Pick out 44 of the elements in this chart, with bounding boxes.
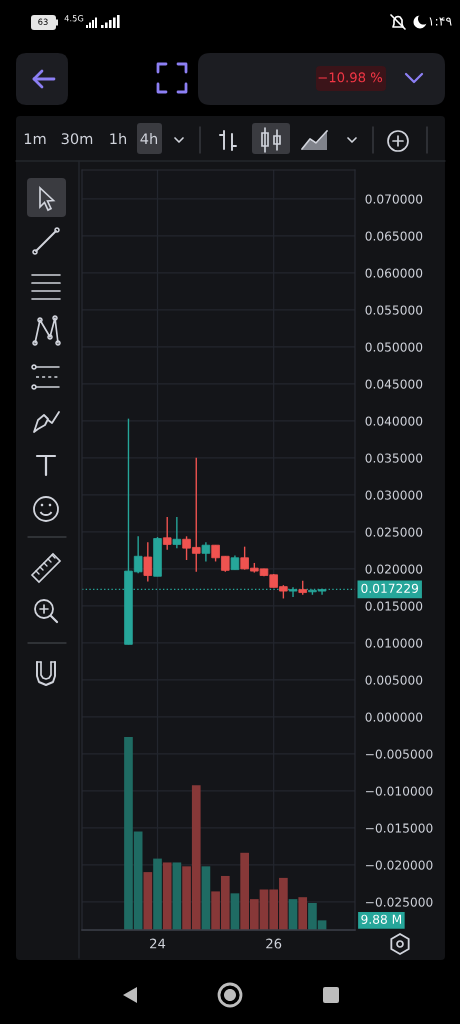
bar [162, 862, 172, 930]
candlestick [172, 516, 182, 549]
bar [298, 897, 308, 930]
y-tick-label: 0.070000 [365, 194, 423, 204]
y-tick-label: 0.060000 [365, 268, 423, 278]
bar [153, 858, 162, 930]
text: 4h [140, 132, 158, 145]
y-tick-label: 0.010000 [365, 638, 423, 648]
text: ۱:۴۹ [429, 17, 452, 26]
y-tick-label: −0.015000 [366, 823, 433, 833]
y-tick-label: 0.030000 [365, 490, 423, 500]
y-tick-label: 0.000000 [365, 712, 423, 722]
text: 1m [24, 133, 46, 145]
candlestick [201, 541, 211, 563]
y-tick-label: 0.020000 [365, 564, 423, 574]
y-tick-label: −0.010000 [366, 786, 433, 796]
y-tick-label: 0.055000 [365, 305, 423, 315]
bar [172, 862, 182, 930]
y-tick-label: 0.005000 [365, 675, 423, 685]
bar [143, 872, 153, 930]
x-tick-label: 26 [266, 938, 282, 949]
y-tick-label: 0.050000 [365, 342, 423, 352]
bar [201, 866, 211, 930]
ref-line-label: 0.017229 [361, 583, 419, 593]
y-tick-label: 0.040000 [365, 416, 423, 426]
y-tick-label: 0.035000 [365, 453, 423, 463]
text: 4.5G [64, 15, 84, 22]
text: 63 [38, 18, 48, 25]
y-tick-label: 0.065000 [365, 231, 423, 241]
bar [288, 899, 298, 930]
y-tick-label: −0.020000 [366, 860, 433, 870]
x-tick-label: 24 [150, 938, 166, 949]
y-tick-label: −0.005000 [366, 749, 433, 759]
y-tick-label: 0.015000 [365, 601, 423, 611]
text: −10.98 % [318, 72, 383, 83]
text: 1h [110, 132, 127, 145]
candlestick [162, 516, 172, 551]
text: 9.88 M [361, 914, 402, 924]
bar [230, 893, 240, 930]
text: 30m [61, 133, 93, 145]
y-tick-label: 0.045000 [365, 379, 423, 389]
y-tick-label: 0.025000 [365, 527, 423, 537]
y-tick-label: −0.025000 [366, 897, 433, 907]
candlestick [143, 541, 153, 583]
